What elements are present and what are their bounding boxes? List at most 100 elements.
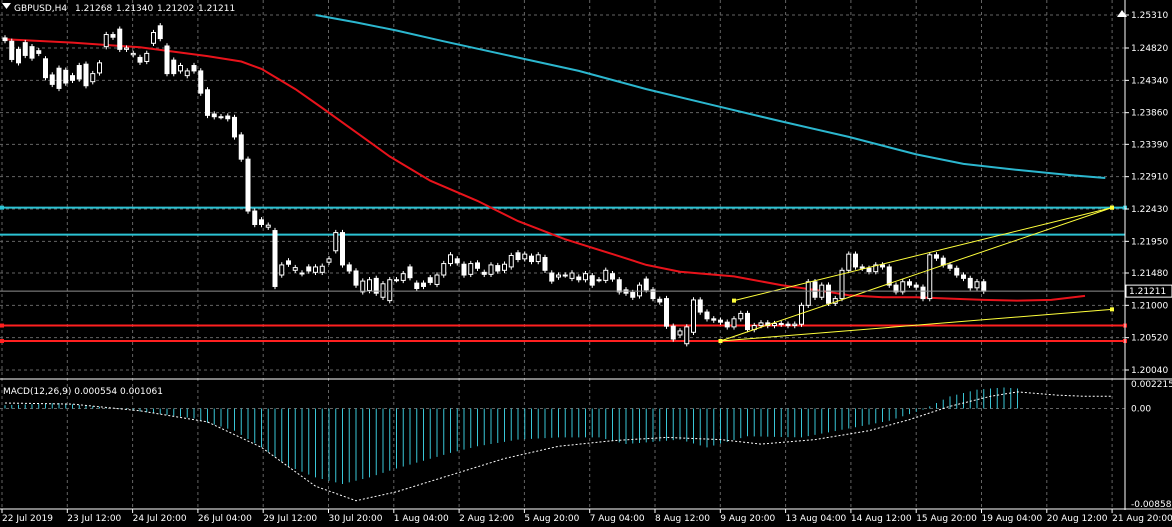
candle-body [76,65,82,80]
candle-body [340,232,345,266]
candle-body [535,254,541,263]
candle-body [16,48,21,64]
candle-body [556,274,561,278]
price-tick-label: 1.20520 [1131,334,1168,344]
candle-body [43,58,48,79]
chart-menu-triangle-icon[interactable] [2,3,11,9]
candle-body [117,28,123,50]
candle-body [576,276,582,281]
candle-body [785,323,791,327]
candle-body [569,272,575,279]
candle-body [461,263,467,276]
candle-body [292,267,298,271]
horizontal-levels[interactable] [0,205,1127,344]
candle-body [616,279,622,293]
time-tick-label: 7 Aug 04:00 [590,514,645,524]
candle-body [394,279,399,282]
candle-body [792,323,798,327]
candle-body [826,284,831,304]
candle-body [56,67,62,89]
macd-tick-label: 0.002215 [1131,380,1172,390]
level-handle [0,205,4,210]
candle-body [178,65,183,72]
candle-body [900,281,906,293]
trendline [733,207,1113,302]
time-tick-label: 19 Aug 04:00 [982,514,1043,524]
candle-body [36,50,42,54]
candle-body [225,115,231,120]
time-tick-label: 2 Aug 12:00 [459,514,514,524]
ohlc-close: 1.21211 [198,4,235,14]
candle-body [110,34,116,38]
candle-body [2,37,8,42]
price-tick-label: 1.21480 [1131,269,1168,279]
chart-symbol: GBPUSD,H4 [14,4,67,14]
time-tick-label: 15 Aug 20:00 [916,514,977,524]
candle-body [873,264,879,273]
time-tick-label: 21 Aug 20:00 [1112,514,1172,524]
price-tick-label: 1.20040 [1131,366,1168,376]
current-price-label: 1.21211 [1129,287,1166,297]
candle-body [913,284,919,288]
candle-body [333,232,339,252]
candle-body [265,224,271,228]
candle-body [974,281,980,289]
candle-body [583,273,588,281]
ma-fast-line [4,38,1086,302]
candle-body [319,265,325,273]
candle-body [697,299,703,313]
chart-shift-triangle-icon[interactable] [1117,10,1127,17]
candle-body [508,254,514,268]
trendlines[interactable] [718,205,1115,344]
candle-body [326,258,332,263]
level-handle [0,339,4,344]
candle-body [103,34,109,48]
candle-body [853,253,858,268]
candle-body [920,286,926,300]
time-tick-label: 26 Jul 04:00 [198,514,252,524]
candle-body [414,282,420,289]
candle-body [252,210,258,225]
candle-body [286,260,291,265]
candle-body [400,273,406,281]
candle-body [157,25,163,40]
candle-body [502,263,507,271]
candle-body [29,46,35,59]
candle-body [657,298,663,303]
candle-body [448,254,453,265]
macd-tick-label: 0.00 [1131,405,1151,415]
candle-body [893,284,899,293]
candle-body [589,275,595,286]
candle-body [360,280,366,293]
candle-body [144,52,150,62]
candle-body [49,74,55,85]
price-tick-label: 1.23390 [1131,140,1168,150]
candle-body [981,281,987,292]
price-tick-label: 1.21950 [1131,237,1168,247]
candle-body [549,272,555,282]
candle-body [198,70,204,94]
candle-body [63,69,69,84]
candle-body [812,281,818,298]
price-tick-label: 1.24340 [1131,76,1168,86]
candle-body [468,263,474,275]
time-tick-label: 22 Jul 2019 [2,514,53,524]
candle-body [907,281,912,286]
candle-body [299,272,305,275]
candle-body [22,42,28,56]
candle-body [70,75,75,81]
candle-body [670,325,676,340]
candle-body [279,264,285,276]
candle-body [83,63,89,87]
trendline [720,207,1113,342]
candle-body [630,292,636,298]
ohlc-high: 1.21340 [116,4,153,14]
candle-body [130,52,136,56]
time-tick-label: 30 Jul 20:00 [329,514,383,524]
candle-body [137,56,143,63]
candle-body [232,116,237,138]
candle-body [677,330,683,336]
